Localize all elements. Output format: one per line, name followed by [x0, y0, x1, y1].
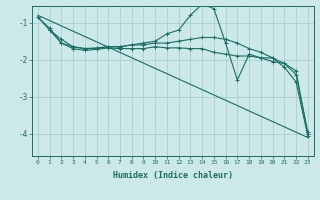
X-axis label: Humidex (Indice chaleur): Humidex (Indice chaleur) [113, 171, 233, 180]
